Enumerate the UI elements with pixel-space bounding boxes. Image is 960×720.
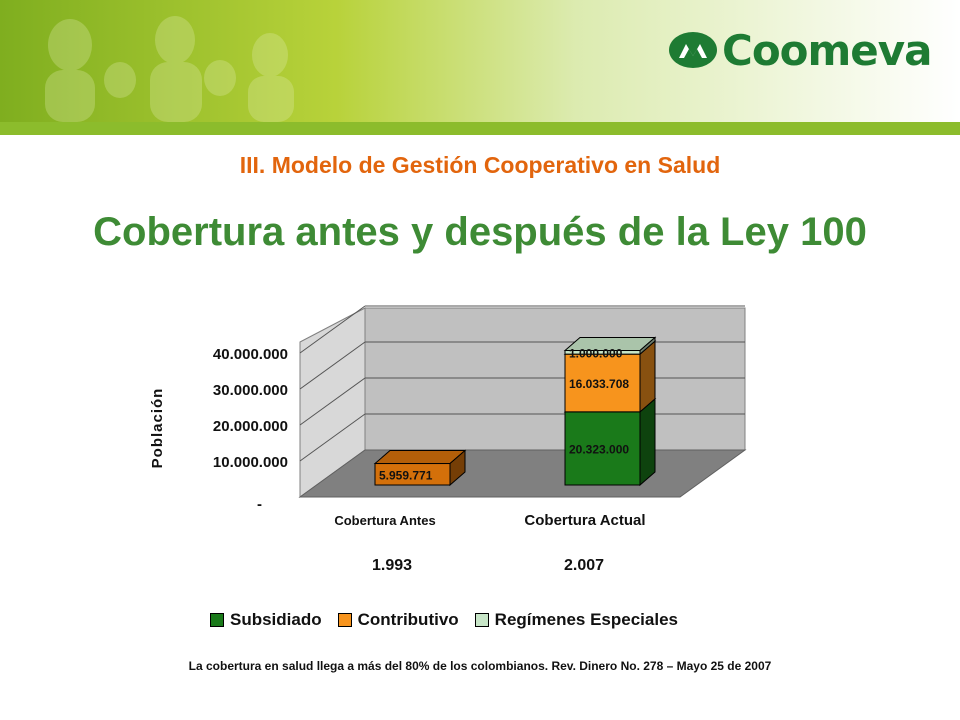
gridline-side: [299, 305, 366, 354]
x-category-label: Cobertura Antes: [334, 513, 435, 528]
bar-front: [564, 411, 641, 486]
legend-label-contributivo: Contributivo: [357, 610, 459, 629]
bar-segment-contributivo: 5.959.771: [373, 449, 467, 487]
y-tick-label: 20.000.000: [213, 418, 288, 435]
y-tick-label: 30.000.000: [213, 382, 288, 399]
chart-back-wall: [364, 307, 746, 451]
bar-side: [639, 336, 656, 356]
legend-item-contributivo: Contributivo: [337, 610, 459, 630]
x-category-year: 1.993: [372, 557, 412, 574]
legend-label-subsidiado: Subsidiado: [230, 610, 322, 629]
header-banner: [0, 0, 960, 135]
chart-legend: Subsidiado Contributivo Regímenes Especi…: [210, 610, 678, 630]
legend-item-subsidiado: Subsidiado: [210, 610, 322, 630]
bar-segment-reg-menes-especiales: 1.000.000: [563, 336, 657, 360]
data-label: 1.000.000: [569, 346, 623, 360]
y-tick-label: 10.000.000: [213, 454, 288, 471]
legend-label-regimenes: Regímenes Especiales: [494, 610, 678, 629]
gridlines: [299, 305, 745, 462]
y-axis-ticks: - 10.000.000 20.000.000 30.000.000 40.000.00…: [213, 346, 288, 513]
data-label: 16.033.708: [569, 377, 629, 391]
slide-title: Cobertura antes y después de la Ley 100: [93, 210, 867, 254]
chart-floor: [298, 449, 747, 498]
x-category-label: Cobertura Actual: [524, 512, 645, 529]
legend-swatch-regimenes: [474, 613, 489, 627]
y-tick-label: 40.000.000: [213, 346, 288, 363]
data-label: 20.323.000: [569, 442, 629, 456]
gridline-side: [299, 377, 366, 426]
section-heading: III. Modelo de Gestión Cooperativo en Sa…: [239, 152, 721, 178]
data-label: 5.959.771: [379, 468, 433, 482]
brand-logo-text: Coomeva: [722, 26, 933, 75]
gridline-side: [299, 413, 366, 462]
x-category-year: 2.007: [564, 557, 604, 574]
legend-swatch-contributivo: [337, 613, 352, 627]
bar-front: [564, 353, 641, 413]
bar-side: [639, 397, 656, 487]
legend-item-regimenes: Regímenes Especiales: [474, 610, 678, 630]
gridline-side: [299, 341, 366, 390]
source-note: La cobertura en salud llega a más del 80…: [188, 659, 772, 673]
bars: 5.959.771 20.323.000 16.033.708 1.000.000: [373, 336, 657, 487]
coomeva-logo-icon: [669, 32, 717, 68]
y-tick-label: -: [257, 496, 262, 513]
x-axis-labels: Cobertura Antes 1.993 Cobertura Actual 2.00…: [334, 512, 645, 574]
people-silhouettes: [45, 16, 294, 122]
bar-side: [449, 449, 466, 487]
y-axis-label: Población: [149, 388, 166, 469]
legend-swatch-subsidiado: [210, 613, 224, 627]
